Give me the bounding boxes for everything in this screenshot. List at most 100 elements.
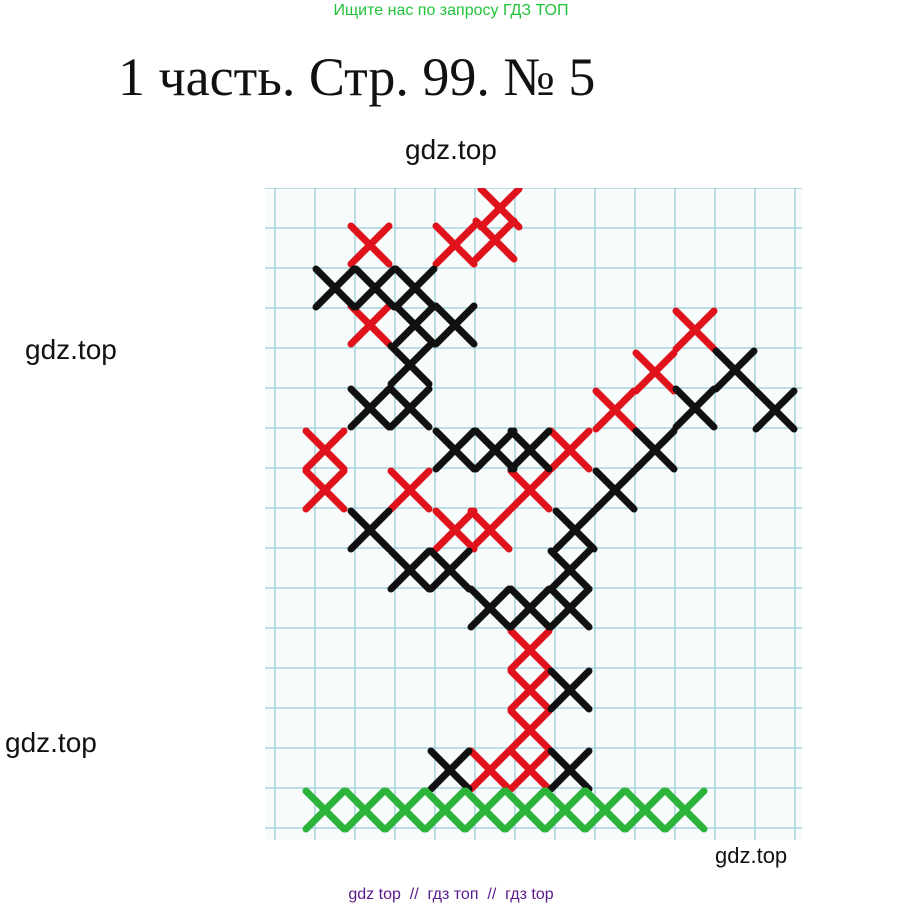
- stitch: [352, 265, 398, 311]
- cross-stitch: [592, 467, 638, 513]
- cross-stitch: [432, 222, 478, 268]
- stitch: [387, 467, 433, 513]
- cross-stitch: [462, 787, 508, 833]
- stitch: [472, 217, 518, 263]
- stitch: [507, 707, 553, 753]
- stitch: [387, 342, 433, 388]
- stitch: [387, 385, 433, 431]
- cross-stitch: [582, 787, 628, 833]
- stitch: [507, 747, 553, 793]
- stitch: [392, 265, 438, 311]
- cross-stitch: [387, 467, 433, 513]
- cross-stitch: [387, 547, 433, 593]
- stitch: [507, 467, 553, 513]
- cross-stitch: [347, 385, 393, 431]
- cross-stitch: [662, 787, 708, 833]
- stitch: [507, 585, 553, 631]
- stitch: [347, 222, 393, 268]
- stitch: [462, 787, 508, 833]
- cross-stitch: [422, 787, 468, 833]
- cross-stitch: [672, 385, 718, 431]
- stitch: [622, 787, 668, 833]
- stitch: [752, 387, 798, 433]
- stitch: [672, 385, 718, 431]
- cross-stitch: [672, 307, 718, 353]
- cross-stitch: [542, 787, 588, 833]
- cross-stitch: [547, 747, 593, 793]
- stitch: [662, 787, 708, 833]
- cross-stitch: [507, 747, 553, 793]
- stitch: [312, 265, 358, 311]
- stitch: [467, 507, 513, 553]
- cross-stitch: [382, 787, 428, 833]
- stitch: [302, 787, 348, 833]
- cross-stitch: [502, 787, 548, 833]
- cross-stitch: [507, 627, 553, 673]
- stitch: [302, 467, 348, 513]
- stitch: [547, 747, 593, 793]
- cross-stitch: [752, 387, 798, 433]
- stitch: [592, 467, 638, 513]
- footer-links: gdz top // гдз топ // гдз top: [348, 886, 554, 903]
- cross-stitch: [392, 265, 438, 311]
- cross-stitch: [632, 427, 678, 473]
- cross-stitch: [432, 427, 478, 473]
- cross-stitch: [342, 787, 388, 833]
- watermark: gdz.top: [715, 843, 788, 868]
- cross-stitch: [622, 787, 668, 833]
- stitch: [387, 547, 433, 593]
- stitch: [547, 585, 593, 631]
- stitch: [672, 307, 718, 353]
- cross-stitch: [547, 547, 593, 593]
- cross-stitch: [592, 387, 638, 433]
- stitch: [382, 787, 428, 833]
- stitch: [392, 302, 438, 348]
- paper: [265, 188, 802, 840]
- cross-stitch: [347, 222, 393, 268]
- cross-stitch: [432, 302, 478, 348]
- cross-stitch: [467, 507, 513, 553]
- cross-stitch: [507, 585, 553, 631]
- cross-stitch: [352, 265, 398, 311]
- cross-stitch: [302, 427, 348, 473]
- stitch: [302, 427, 348, 473]
- cross-stitch: [432, 507, 478, 553]
- stitch: [432, 302, 478, 348]
- stitch: [347, 302, 393, 348]
- cross-stitch: [552, 507, 598, 553]
- stitch: [477, 188, 523, 231]
- cross-stitch: [467, 585, 513, 631]
- stitch: [342, 787, 388, 833]
- cross-stitch: [302, 787, 348, 833]
- cross-stitch: [712, 347, 758, 393]
- watermark: gdz.top: [5, 727, 97, 758]
- cross-stitch: [387, 385, 433, 431]
- stitch: [432, 427, 478, 473]
- cross-stitch: [312, 265, 358, 311]
- cross-stitch: [472, 427, 518, 473]
- stitch: [592, 387, 638, 433]
- stitch: [547, 547, 593, 593]
- cross-stitch: [392, 302, 438, 348]
- search-note: Ищите нас по запросу ГДЗ ТОП: [333, 2, 569, 19]
- stitch: [502, 787, 548, 833]
- cross-stitch: [302, 467, 348, 513]
- cross-stitch: [632, 349, 678, 395]
- stitch: [632, 349, 678, 395]
- watermark: gdz.top: [25, 334, 117, 365]
- stitch: [542, 787, 588, 833]
- stitch: [632, 427, 678, 473]
- cross-stitch-picture: [265, 188, 802, 840]
- cross-stitch: [347, 507, 393, 553]
- stitch: [432, 507, 478, 553]
- stitch: [432, 222, 478, 268]
- cross-stitch: [472, 217, 518, 263]
- cross-stitch: [467, 747, 513, 793]
- stitch: [547, 667, 593, 713]
- stitch: [582, 787, 628, 833]
- stitch: [507, 627, 553, 673]
- cross-stitch: [547, 667, 593, 713]
- cross-stitch: [547, 427, 593, 473]
- stitch: [427, 547, 473, 593]
